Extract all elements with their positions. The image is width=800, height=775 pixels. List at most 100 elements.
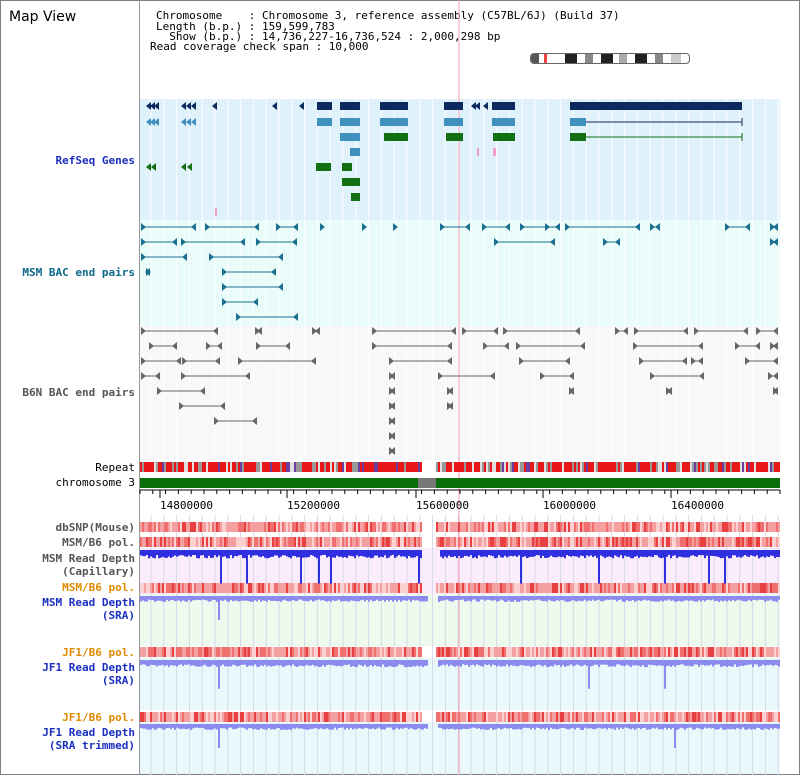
bac-end-marker	[494, 238, 499, 246]
depth-bar	[774, 550, 776, 559]
polymorphism-cell	[360, 522, 362, 532]
polymorphism-cell	[344, 522, 346, 532]
repeat-segment	[654, 462, 656, 472]
depth-bar	[162, 596, 164, 602]
depth-bar	[778, 550, 780, 557]
polymorphism-cell	[594, 647, 596, 657]
repeat-segment	[364, 462, 366, 472]
gene-feature	[492, 102, 515, 110]
depth-bar	[770, 660, 772, 665]
depth-bar	[760, 550, 762, 558]
polymorphism-cell	[638, 537, 640, 547]
repeat-segment	[774, 462, 776, 472]
depth-bar	[756, 660, 758, 665]
depth-bar	[284, 550, 286, 556]
gene-feature	[351, 193, 360, 201]
depth-bar	[758, 724, 760, 729]
depth-bar	[320, 550, 322, 556]
gene-arrow	[272, 102, 277, 110]
polymorphism-cell	[622, 583, 624, 593]
jf1-depth-trim-label-1[interactable]: JF1 Read Depth	[42, 726, 135, 739]
depth-bar	[392, 596, 394, 602]
depth-bar	[604, 596, 606, 601]
polymorphism-cell	[450, 583, 452, 593]
polymorphism-cell	[598, 583, 600, 593]
polymorphism-cell	[712, 522, 714, 532]
depth-bar	[170, 660, 172, 665]
repeat-segment	[538, 462, 540, 472]
msm-b6-pol-label-2[interactable]: MSM/B6 pol.	[62, 581, 135, 594]
polymorphism-cell	[744, 537, 746, 547]
polymorphism-cell	[242, 583, 244, 593]
b6n-bac-label[interactable]: B6N BAC end pairs	[22, 386, 135, 399]
polymorphism-cell	[582, 522, 584, 532]
depth-bar	[306, 724, 308, 730]
msm-depth-sra-label-1[interactable]: MSM Read Depth	[42, 596, 135, 609]
depth-bar	[440, 596, 442, 601]
polymorphism-cell	[206, 712, 208, 722]
depth-bar	[324, 724, 326, 730]
depth-bar	[586, 596, 588, 602]
repeat-segment	[660, 462, 662, 472]
repeat-segment	[458, 462, 460, 472]
polymorphism-cell	[674, 522, 676, 532]
msm-b6-pol-label[interactable]: MSM/B6 pol.	[62, 536, 135, 549]
polymorphism-cell	[184, 522, 186, 532]
polymorphism-cell	[540, 583, 542, 593]
depth-bar	[744, 724, 746, 730]
jf1-depth-sra-label-1[interactable]: JF1 Read Depth	[42, 661, 135, 674]
depth-bar	[508, 550, 510, 557]
polymorphism-cell	[364, 583, 366, 593]
msm-depth-cap-label-1[interactable]: MSM Read Depth	[42, 552, 135, 565]
depth-bar	[502, 596, 504, 601]
depth-bar	[522, 596, 524, 601]
depth-bar	[338, 660, 340, 666]
polymorphism-cell	[620, 583, 622, 593]
refseq-label[interactable]: RefSeq Genes	[55, 154, 135, 167]
bac-end-marker	[555, 223, 560, 231]
polymorphism-cell	[634, 647, 636, 657]
depth-bar	[480, 550, 482, 557]
depth-bar	[368, 550, 370, 558]
bac-end-marker	[698, 342, 703, 350]
depth-bar	[370, 596, 372, 600]
polymorphism-cell	[334, 522, 336, 532]
polymorphism-cell	[544, 522, 546, 532]
depth-bar	[722, 550, 724, 558]
bac-end-marker	[698, 357, 703, 365]
polymorphism-cell	[384, 647, 386, 657]
depth-bar	[198, 724, 200, 728]
polymorphism-cell	[248, 537, 250, 547]
repeat-segment	[160, 462, 162, 472]
polymorphism-cell	[492, 647, 494, 657]
jf1-b6-pol-label[interactable]: JF1/B6 pol.	[62, 646, 135, 659]
depth-bar	[308, 724, 310, 730]
polymorphism-cell	[168, 647, 170, 657]
msm-bac-label[interactable]: MSM BAC end pairs	[22, 266, 135, 279]
polymorphism-cell	[726, 537, 728, 547]
depth-bar	[318, 724, 320, 730]
depth-bar	[258, 724, 260, 730]
depth-bar	[726, 550, 728, 557]
polymorphism-cell	[462, 537, 464, 547]
jf1-b6-pol-label-2[interactable]: JF1/B6 pol.	[62, 711, 135, 724]
polymorphism-cell	[152, 522, 154, 532]
polymorphism-cell	[448, 522, 450, 532]
polymorphism-cell	[376, 522, 378, 532]
repeat-segment	[594, 462, 596, 472]
dbsnp-label[interactable]: dbSNP(Mouse)	[55, 521, 135, 534]
depth-bar	[484, 724, 486, 730]
polymorphism-cell	[510, 647, 512, 657]
gene-arrow	[299, 102, 304, 110]
repeat-segment	[542, 462, 544, 472]
polymorphism-cell	[510, 583, 512, 593]
bac-end-marker	[745, 357, 750, 365]
bac-end-marker	[278, 283, 283, 291]
polymorphism-cell	[218, 583, 220, 593]
polymorphism-cell	[528, 537, 530, 547]
chromosome-ideogram[interactable]	[530, 53, 690, 64]
polymorphism-cell	[204, 647, 206, 657]
depth-bar	[474, 724, 476, 728]
polymorphism-cell	[678, 712, 680, 722]
